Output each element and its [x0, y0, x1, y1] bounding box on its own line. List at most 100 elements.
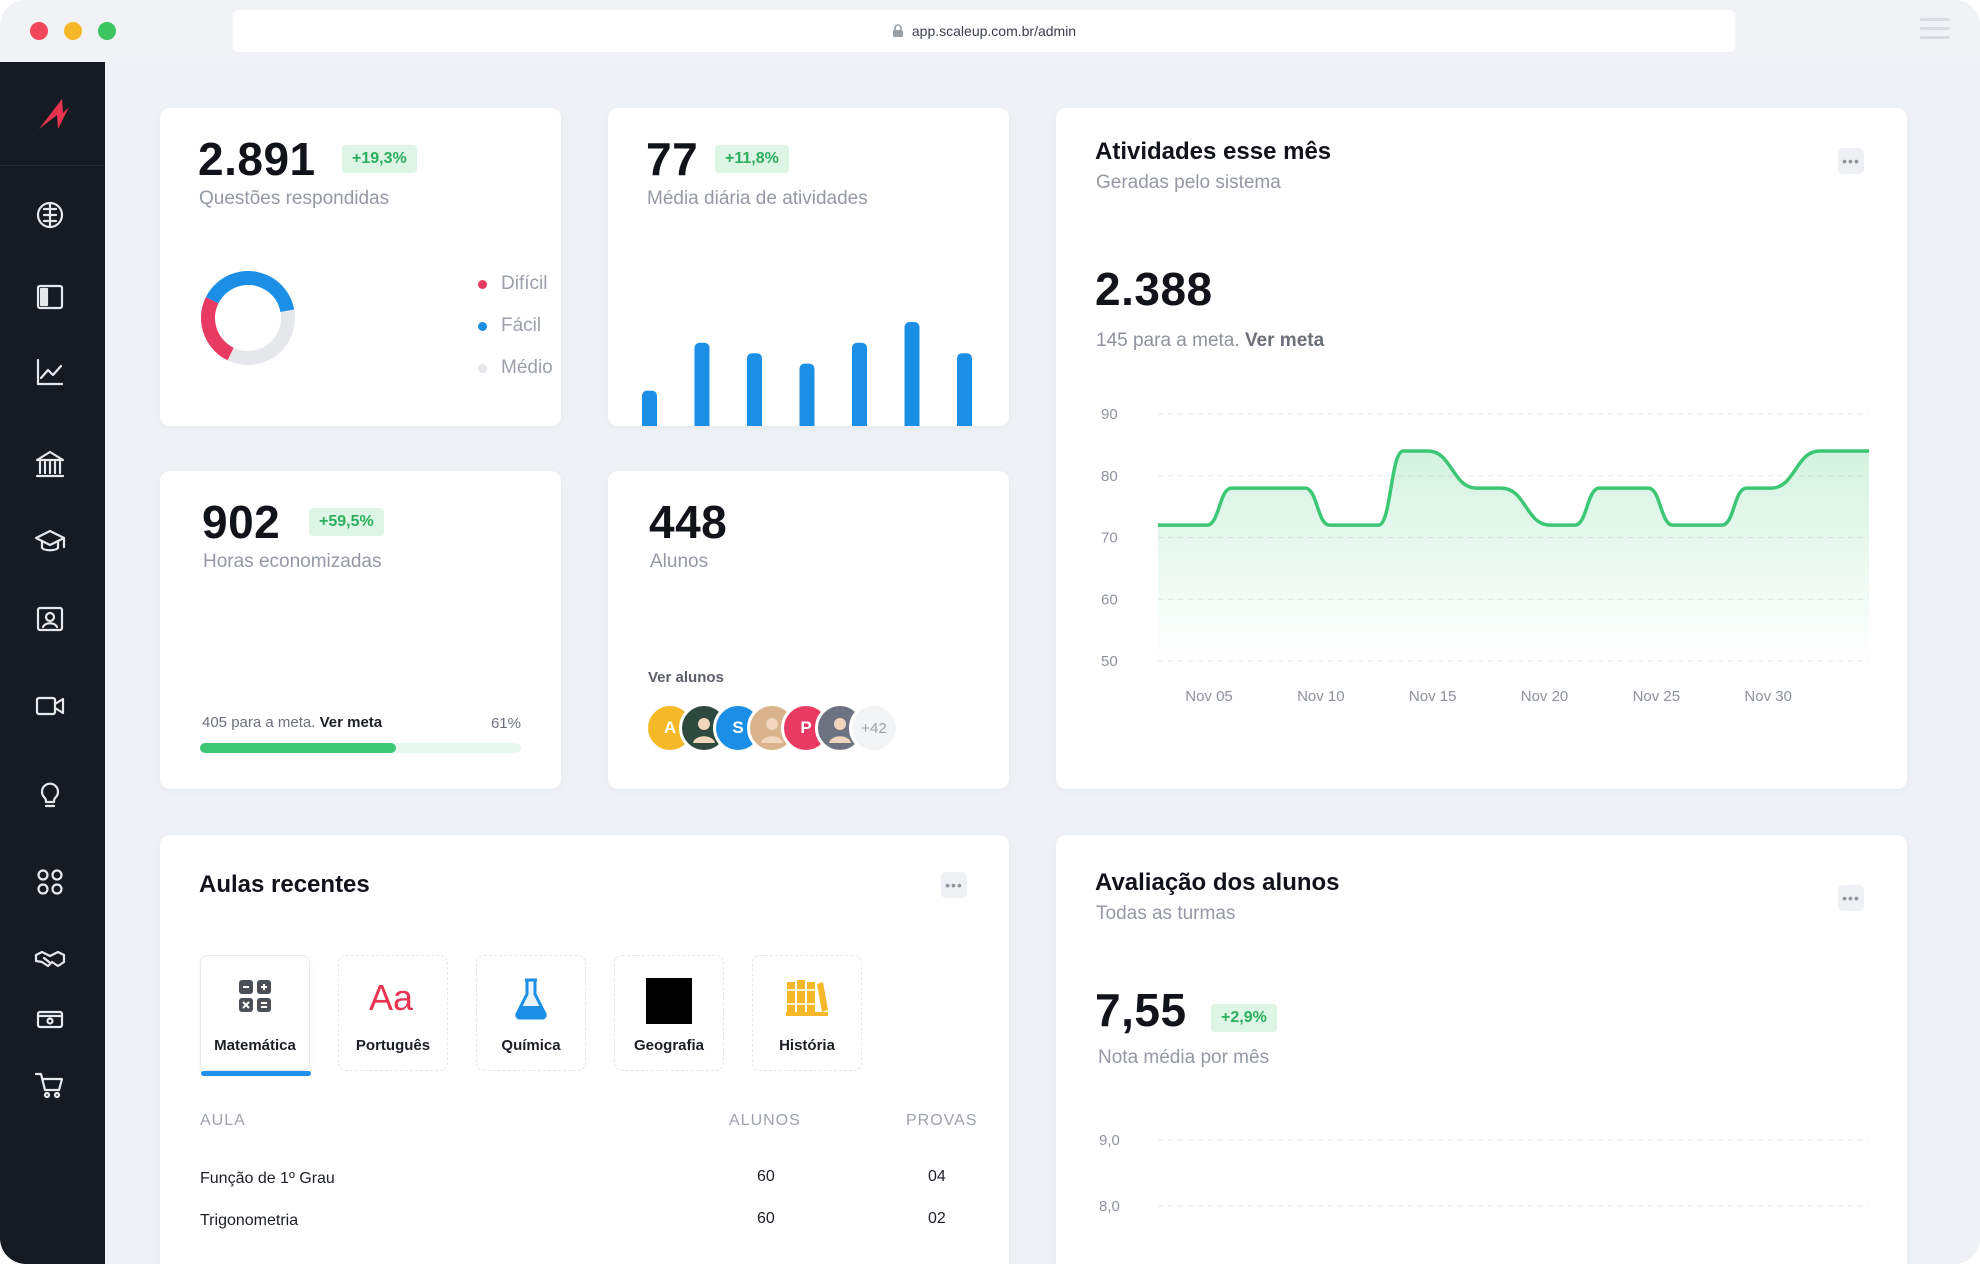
area-fill	[1158, 451, 1869, 661]
daily-delta-badge: +11,8%	[715, 145, 789, 173]
students-value: 448	[649, 496, 728, 548]
hours-goal-link[interactable]: Ver meta	[319, 714, 383, 731]
daily-activities-card: 77 +11,8% Média diária de atividades	[608, 108, 1009, 426]
legend-name: Difícil	[501, 273, 548, 294]
lessons-more-button[interactable]: •••	[941, 872, 967, 898]
chart-line-icon[interactable]	[30, 352, 70, 392]
legend-dot	[478, 321, 487, 331]
subject-tab-historia[interactable]: História	[752, 955, 862, 1071]
daily-bar	[852, 342, 867, 426]
url-text: app.scaleup.com.br/admin	[911, 23, 1077, 39]
activities-title: Atividades esse mês	[1095, 138, 1332, 165]
lesson-name: Trigonometria	[200, 1212, 299, 1229]
lesson-name: Função de 1º Grau	[200, 1170, 335, 1187]
lesson-students: 60	[757, 1168, 775, 1185]
subject-tab-geografia[interactable]: Geografia	[614, 955, 724, 1071]
grid-circles-icon[interactable]	[30, 862, 70, 902]
recent-lessons-card: Aulas recentes ••• Matemática Aa Portugu…	[160, 835, 1009, 1264]
activities-more-button[interactable]: •••	[1838, 148, 1864, 174]
questions-delta-badge: +19,3%	[342, 145, 417, 173]
video-camera-icon[interactable]	[30, 686, 70, 726]
ticket-icon[interactable]	[30, 999, 70, 1039]
donut-slice-médio	[201, 271, 295, 365]
x-tick-label: Nov 15	[1409, 688, 1457, 705]
activities-goal-text: 145 para a meta. Ver meta	[1096, 330, 1325, 351]
active-tab-indicator	[201, 1071, 311, 1076]
donut-slice-difícil	[201, 271, 295, 365]
evaluation-line-chart: 9,08,07,0	[1099, 1132, 1869, 1215]
series-line	[1157, 449, 1869, 527]
students-label: Alunos	[650, 551, 709, 572]
students-card: 448 Alunos Ver alunos A S P +42	[608, 471, 1009, 789]
hours-progress-track	[200, 743, 521, 753]
legend-name: Médio	[501, 357, 553, 378]
calculator-icon	[201, 978, 309, 1014]
evaluation-title: Avaliação dos alunos	[1095, 869, 1340, 896]
table-header-provas: PROVAS	[906, 1112, 978, 1129]
students-avatar-group[interactable]: A S P +42	[645, 703, 945, 755]
subject-label: Química	[501, 1037, 561, 1054]
hours-goal-text: 405 para a meta. Ver meta	[202, 714, 383, 731]
more-students-badge[interactable]: +42	[849, 703, 899, 753]
subject-label: Português	[355, 1037, 431, 1054]
daily-bar	[957, 353, 972, 426]
legend-name: Fácil	[501, 315, 542, 336]
hours-progress-label: 61%	[490, 715, 521, 732]
brain-icon[interactable]	[30, 195, 70, 235]
svg-text:Aa: Aa	[369, 978, 414, 1016]
subject-label: História	[779, 1037, 835, 1054]
lesson-exams: 02	[928, 1210, 946, 1227]
lightbulb-icon[interactable]	[30, 774, 70, 814]
daily-bar	[904, 322, 920, 426]
questions-label: Questões respondidas	[199, 188, 390, 209]
hours-card: 902 +59,5% Horas economizadas 405 para a…	[160, 471, 561, 789]
questions-card: 2.891 +19,3% Questões respondidas Difíci…	[160, 108, 684, 426]
font-aa-icon: Aa	[339, 978, 447, 1016]
subject-tab-portugues[interactable]: Aa Português	[338, 955, 448, 1071]
minimize-window-icon[interactable]	[64, 22, 82, 40]
activities-line-chart: 90 80 70 60 50 Nov 05 Nov 10 Nov 15 Nov 20 Nov 25…	[1101, 406, 1869, 705]
x-tick-label: Nov 25	[1633, 688, 1681, 705]
browser-menu-icon[interactable]	[1920, 18, 1950, 42]
evaluation-subtitle: Todas as turmas	[1096, 903, 1236, 924]
subject-tab-matematica[interactable]: Matemática	[200, 955, 311, 1076]
square-icon	[615, 978, 723, 1024]
scaleup-logo-icon[interactable]	[0, 62, 105, 166]
activities-subtitle: Geradas pelo sistema	[1096, 172, 1281, 193]
table-header-aula: AULA	[200, 1112, 246, 1129]
daily-label: Média diária de atividades	[647, 188, 868, 209]
daily-bar	[747, 353, 762, 426]
cart-icon[interactable]	[30, 1065, 70, 1105]
donut-slice-fácil	[201, 271, 295, 365]
graduation-cap-icon[interactable]	[30, 522, 70, 562]
flask-icon	[477, 978, 585, 1020]
address-bar[interactable]: app.scaleup.com.br/admin	[233, 10, 1735, 52]
close-window-icon[interactable]	[30, 22, 48, 40]
subject-tab-quimica[interactable]: Química	[476, 955, 586, 1071]
handshake-icon[interactable]	[30, 940, 70, 980]
questions-donut-chart	[201, 271, 295, 365]
view-students-link[interactable]: Ver alunos	[648, 669, 724, 686]
books-icon	[753, 978, 861, 1018]
lessons-title: Aulas recentes	[199, 871, 370, 898]
x-tick-label: Nov 30	[1744, 688, 1792, 705]
hours-label: Horas economizadas	[203, 551, 382, 572]
y-tick-label: 8,0	[1099, 1198, 1120, 1215]
subject-label: Matemática	[214, 1037, 296, 1054]
y-tick-label: 9,0	[1099, 1132, 1120, 1149]
y-tick-label: 90	[1101, 406, 1118, 423]
user-card-icon[interactable]	[30, 599, 70, 639]
hours-value: 902	[202, 496, 281, 548]
evaluation-more-button[interactable]: •••	[1838, 885, 1864, 911]
lesson-students: 60	[757, 1210, 775, 1227]
legend-dot	[478, 363, 487, 373]
activities-goal-link[interactable]: Ver meta	[1244, 330, 1325, 351]
y-tick-label: 80	[1101, 468, 1118, 485]
bank-icon[interactable]	[30, 445, 70, 485]
x-tick-label: Nov 20	[1521, 688, 1569, 705]
activities-card: Atividades esse mês Geradas pelo sistema…	[1056, 108, 1907, 789]
daily-value: 77	[646, 133, 699, 185]
maximize-window-icon[interactable]	[98, 22, 116, 40]
panel-icon[interactable]	[30, 277, 70, 317]
